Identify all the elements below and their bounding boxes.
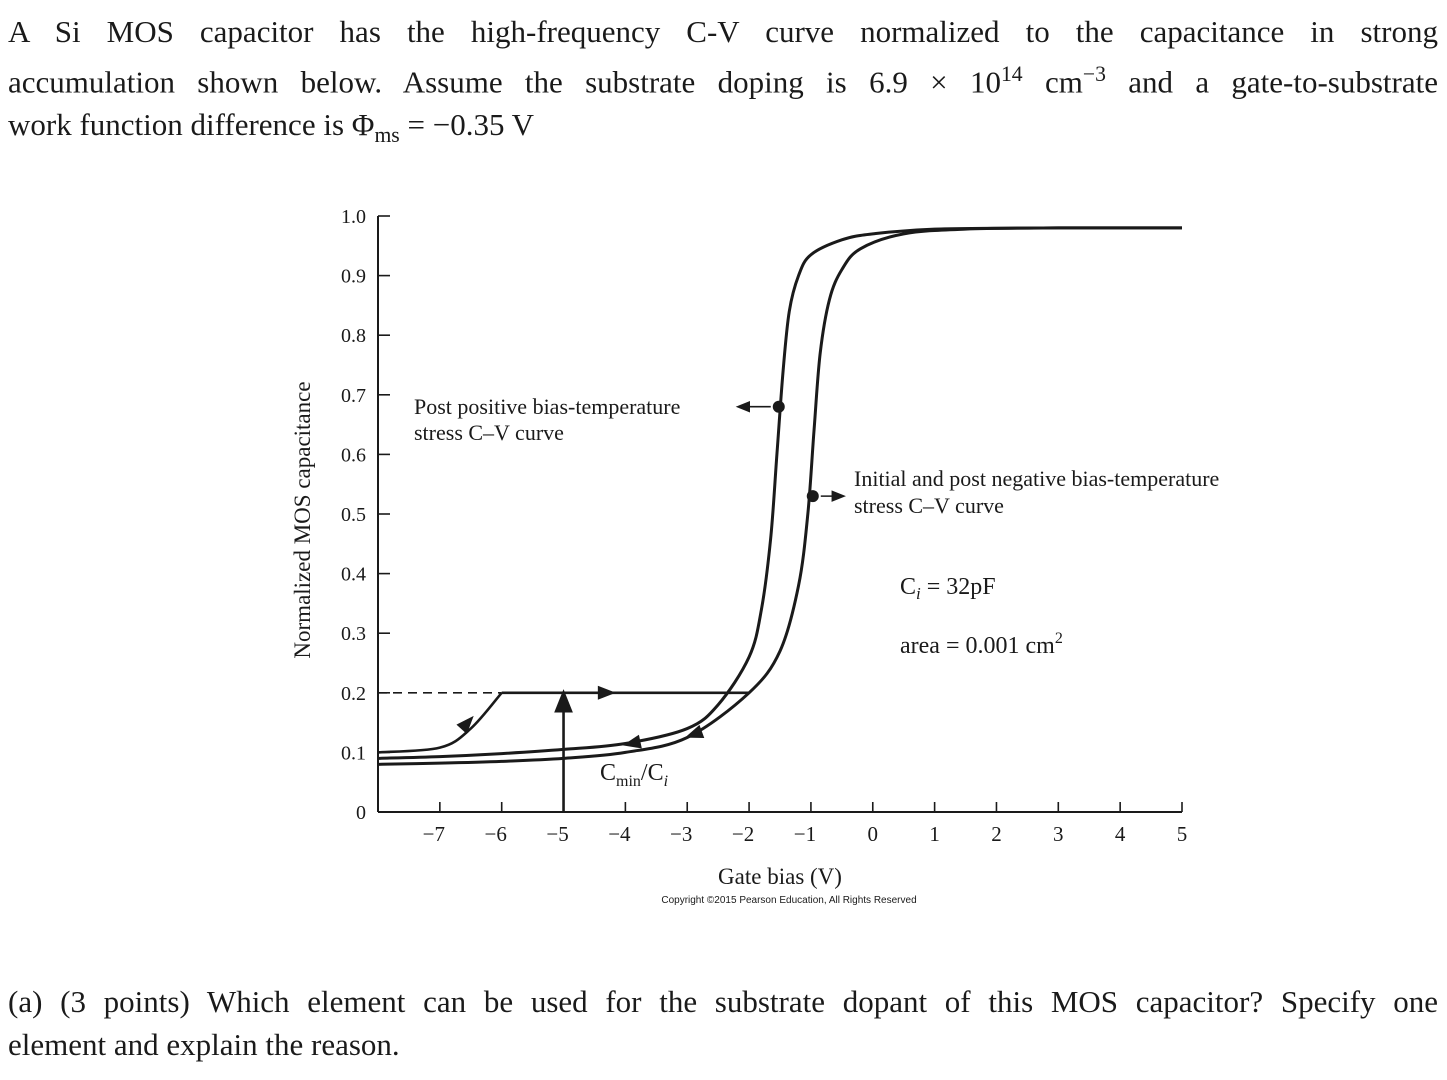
area-annotation: area = 0.001 cm2 [900,630,1063,659]
cmin-slash: /C [641,760,664,786]
question-line-1: (a) (3 points) Which element can be used… [8,984,1438,1019]
pos-curve-direction-arrow-head [622,734,642,749]
ci-subscript: i [916,584,921,603]
copyright-notice: Copyright ©2015 Pearson Education, All R… [661,895,916,906]
problem-line-3: work function difference is Φms = −0.35 … [8,103,1438,157]
phi-symbol: Φ [351,107,375,143]
series-initial-negative-curve [377,226,1183,766]
chart-annotations [456,400,846,812]
initial-negative-marker-dot [806,490,819,503]
cmin-symbol: C [600,760,616,786]
x-tick-label: 3 [1053,822,1064,846]
hysteresis-rise-path [377,691,503,754]
y-tick-label: 0.5 [341,504,366,526]
doping-exponent: 14 [1000,62,1023,86]
post-positive-label-line1: Post positive bias-temperature [414,394,680,419]
x-tick-label: −3 [670,822,692,846]
rise-direction-arrow-head [456,715,474,734]
question-a: (a) (3 points) Which element can be used… [8,980,1438,1066]
phi-value: = −0.35 V [399,107,535,143]
initial-negative-label-line1: Initial and post negative bias-temperatu… [854,466,1219,491]
doping-mantissa: 6.9 × 10 [869,64,1001,100]
x-tick-label: −5 [546,822,568,846]
y-axis-label: Normalized MOS capacitance [290,381,315,658]
x-tick-label: −6 [485,822,507,846]
x-tick-label: −2 [732,822,754,846]
rise-direction-arrow [456,715,474,734]
problem-line-2b: and a gate-to-substrate [1105,64,1438,100]
series-post-positive-curve [377,226,1183,760]
pos-curve-direction-arrow [622,734,642,749]
problem-statement: A Si MOS capacitor has the high-frequenc… [8,10,1438,158]
doping-unit: cm [1022,64,1083,100]
problem-line-3a: work function difference is [8,107,352,143]
neg-curve-direction-arrow-head [684,724,705,739]
x-tick-label: −4 [608,822,631,846]
cmin-subscript: min [616,773,641,790]
cv-chart: 0 0.1 0.2 0.3 0.4 0.5 0.6 0.7 0.8 0.9 1.0 −7 −6 −5 −4 −… [290,206,1219,906]
y-tick-label: 0.3 [341,623,366,645]
phi-subscript: ms [374,123,400,148]
y-tick-label: 0.6 [341,444,366,466]
y-tick-label: 0.1 [341,742,366,764]
x-tick-label: 2 [991,822,1002,846]
x-tick-label: 5 [1177,822,1188,846]
problem-line-1: A Si MOS capacitor has the high-frequenc… [8,14,1438,49]
chart-axes: 0 0.1 0.2 0.3 0.4 0.5 0.6 0.7 0.8 0.9 1.0 −7 −6 −5 −4 −… [341,206,1187,846]
y-tick-label: 0.8 [341,325,366,347]
ci-symbol: C [900,574,916,600]
post-positive-marker-dot [772,400,785,413]
y-tick-label: 0.4 [341,564,366,586]
problem-line-2a: accumulation shown below. Assume the sub… [8,64,870,100]
ci-value: = 32pF [921,574,996,600]
flat-direction-arrow [597,685,616,700]
initial-negative-label-line2: stress C–V curve [854,493,1004,518]
neg-curve-direction-arrow [684,724,705,739]
x-tick-label: 4 [1115,822,1126,846]
ci-annotation: Ci = 32pF [900,574,996,603]
x-tick-label: 0 [868,822,879,846]
x-tick-label: 1 [929,822,940,846]
doping-unit-exponent: −3 [1082,62,1106,86]
chart-series [377,226,1183,766]
area-value: area = 0.001 cm [900,633,1055,659]
area-superscript: 2 [1055,630,1063,647]
cmin-ci-annotation: Cmin/Ci [600,760,668,790]
cmin-subscript-i: i [664,773,668,790]
x-tick-label: −1 [794,822,816,846]
y-tick-label: 0.9 [341,266,366,288]
y-tick-label: 0.7 [341,385,366,407]
y-tick-label: 0 [356,802,366,824]
x-tick-label: −7 [423,822,445,846]
problem-line-2: accumulation shown below. Assume the sub… [8,53,1438,103]
y-tick-label: 0.2 [341,683,366,705]
post-positive-label-line2: stress C–V curve [414,420,564,445]
question-line-2: element and explain the reason. [8,1027,400,1062]
x-axis-label: Gate bias (V) [718,864,842,889]
y-tick-label: 1.0 [341,206,366,228]
flat-direction-arrow-head [597,685,616,700]
